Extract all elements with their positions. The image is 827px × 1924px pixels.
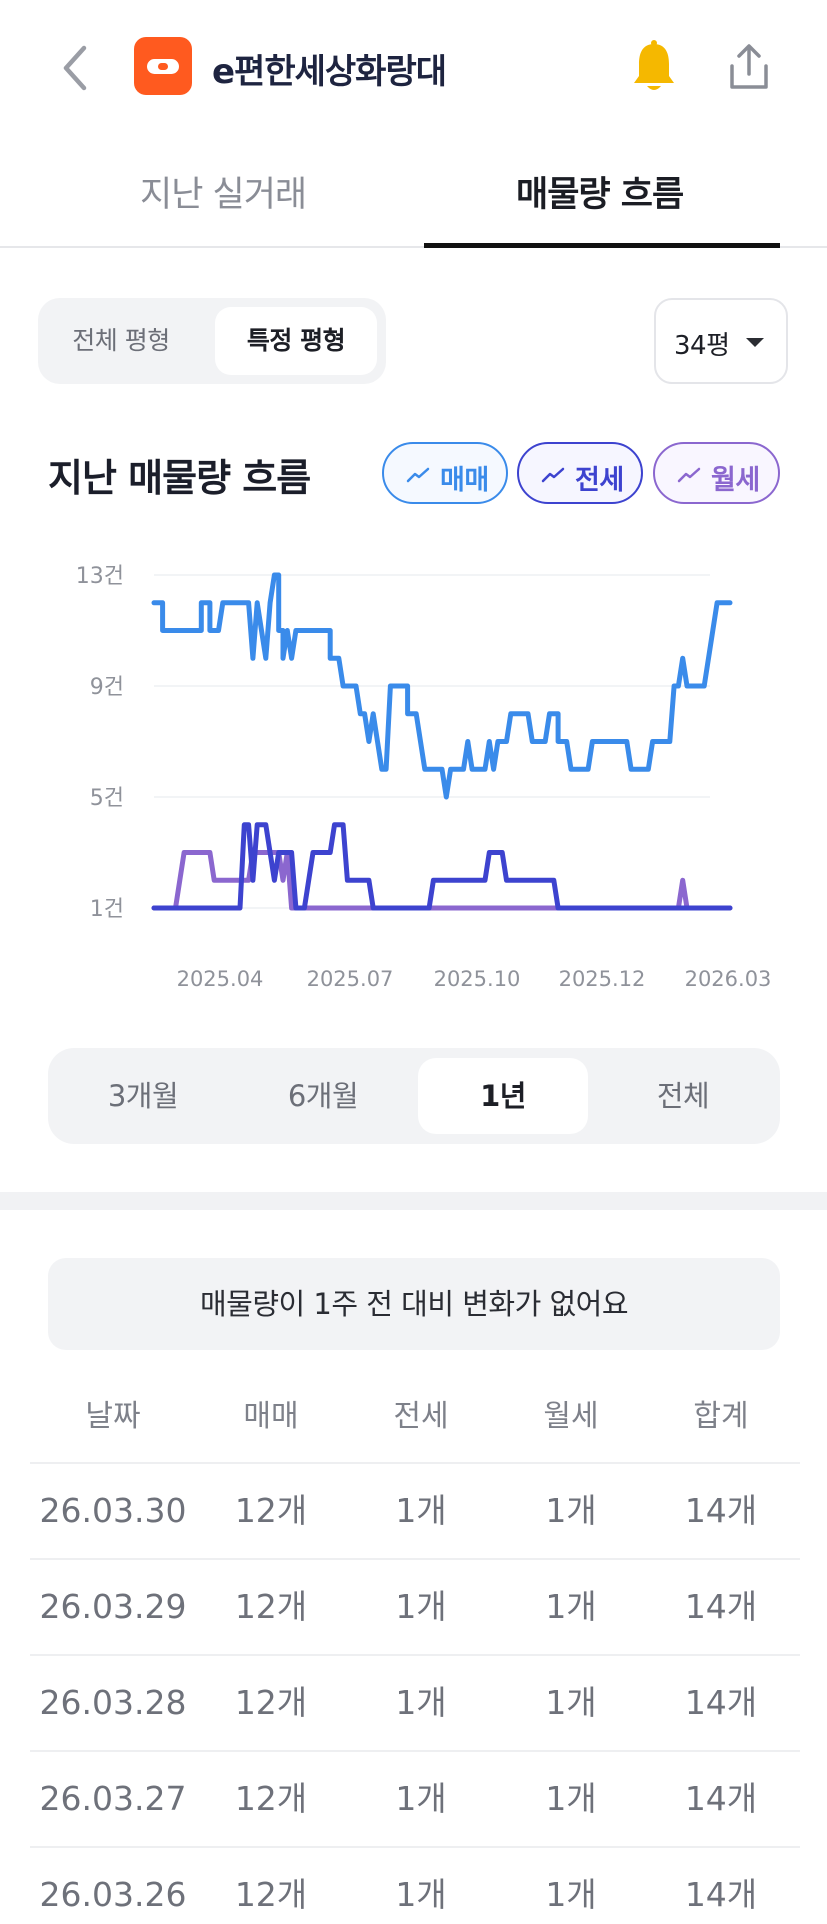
section-divider [0, 1192, 827, 1210]
size-value: 34평 [674, 331, 730, 361]
header-monthly: 월세 [543, 1399, 599, 1434]
caret-down-icon [746, 338, 764, 347]
cell-jeonse: 1개 [395, 1491, 447, 1530]
cell-total: 14개 [684, 1683, 758, 1722]
table-row: 26.03.28 12개 1개 1개 14개 [30, 1656, 800, 1752]
chevron-left-icon [63, 45, 87, 91]
cell-sale: 12개 [234, 1683, 308, 1722]
section-title: 지난 매물량 흐름 [48, 456, 311, 500]
cell-total: 14개 [684, 1875, 758, 1914]
legend-label: 월세 [711, 465, 760, 496]
table-row: 26.03.27 12개 1개 1개 14개 [30, 1752, 800, 1848]
cell-total: 14개 [684, 1779, 758, 1818]
legend-chip-jeonse[interactable]: 전세 [517, 442, 643, 504]
cell-sale: 12개 [234, 1779, 308, 1818]
trend-line-icon [406, 467, 430, 483]
cell-monthly: 1개 [545, 1875, 597, 1914]
period-toggle: 3개월 6개월 1년 전체 [48, 1048, 780, 1144]
header-total: 합계 [693, 1399, 749, 1434]
period-option-6m[interactable]: 6개월 [287, 1079, 359, 1113]
change-notice: 매물량이 1주 전 대비 변화가 없어요 [48, 1258, 780, 1350]
series-line-monthly [151, 850, 733, 911]
cell-sale: 12개 [234, 1587, 308, 1626]
app-header: e편한세상화랑대 [0, 0, 827, 134]
legend-label: 매매 [440, 465, 489, 496]
cell-jeonse: 1개 [395, 1779, 447, 1818]
table-row: 26.03.30 12개 1개 1개 14개 [30, 1464, 800, 1560]
header-sale: 매매 [243, 1399, 299, 1434]
y-tick-label: 1건 [90, 897, 124, 922]
tab-listing-flow[interactable]: 매물량 흐름 [516, 175, 684, 215]
notification-button[interactable] [630, 38, 678, 96]
y-tick-label: 13건 [76, 564, 124, 589]
cell-total: 14개 [684, 1491, 758, 1530]
tab-past-transactions[interactable]: 지난 실거래 [140, 175, 307, 215]
cell-jeonse: 1개 [395, 1587, 447, 1626]
table-row: 26.03.26 12개 1개 1개 14개 [30, 1848, 800, 1924]
share-icon [730, 44, 768, 89]
cell-monthly: 1개 [545, 1491, 597, 1530]
cell-date: 26.03.30 [39, 1491, 187, 1530]
back-button[interactable] [56, 42, 96, 94]
legend-chip-sale[interactable]: 매매 [382, 442, 508, 504]
series-line-jeonse [151, 822, 733, 911]
x-tick-label: 2025.04 [177, 967, 264, 991]
page-title: e편한세상화랑대 [212, 52, 447, 92]
cell-monthly: 1개 [545, 1683, 597, 1722]
y-tick-label: 5건 [90, 786, 124, 811]
trend-line-icon [541, 467, 565, 483]
legend-chip-monthly[interactable]: 월세 [653, 442, 780, 504]
cell-date: 26.03.26 [39, 1875, 187, 1914]
cell-date: 26.03.27 [39, 1779, 187, 1818]
x-tick-label: 2025.12 [559, 967, 646, 991]
cell-sale: 12개 [234, 1491, 308, 1530]
legend-label: 전세 [575, 465, 624, 496]
cell-jeonse: 1개 [395, 1683, 447, 1722]
share-button[interactable] [726, 42, 772, 92]
area-type-toggle: 전체 평형 특정 평형 [38, 298, 386, 384]
cell-date: 26.03.28 [39, 1683, 187, 1722]
size-dropdown[interactable]: 34평 [654, 298, 788, 384]
table-header: 날짜 매매 전세 월세 합계 [30, 1370, 800, 1464]
area-type-all-option[interactable]: 전체 평형 [72, 326, 170, 355]
x-tick-label: 2025.10 [434, 967, 521, 991]
area-type-specific-option[interactable]: 특정 평형 [215, 307, 377, 375]
cell-total: 14개 [684, 1587, 758, 1626]
period-option-1y[interactable]: 1년 [418, 1058, 588, 1134]
listing-table: 날짜 매매 전세 월세 합계 26.03.30 12개 1개 1개 14개 26… [30, 1370, 800, 1924]
header-date: 날짜 [85, 1399, 141, 1434]
cell-sale: 12개 [234, 1875, 308, 1914]
cell-monthly: 1개 [545, 1587, 597, 1626]
bell-icon [634, 40, 674, 90]
listing-flow-chart: 13건 9건 5건 1건 2025.04 2025.07 2025.10 2025.12 202… [76, 564, 772, 991]
cell-date: 26.03.29 [39, 1587, 187, 1626]
period-option-all[interactable]: 전체 [656, 1079, 710, 1113]
period-option-3m[interactable]: 3개월 [107, 1079, 179, 1113]
y-tick-label: 9건 [90, 675, 124, 700]
cell-monthly: 1개 [545, 1779, 597, 1818]
tab-bar: 지난 실거래 매물량 흐름 [0, 134, 827, 248]
trend-line-icon [677, 467, 701, 483]
x-tick-label: 2025.07 [307, 967, 394, 991]
table-row: 26.03.29 12개 1개 1개 14개 [30, 1560, 800, 1656]
header-jeonse: 전세 [393, 1399, 449, 1434]
series-line-sale [151, 572, 733, 800]
app-logo [134, 37, 192, 95]
tab-underline [424, 243, 780, 248]
x-tick-label: 2026.03 [685, 967, 772, 991]
cell-jeonse: 1개 [395, 1875, 447, 1914]
